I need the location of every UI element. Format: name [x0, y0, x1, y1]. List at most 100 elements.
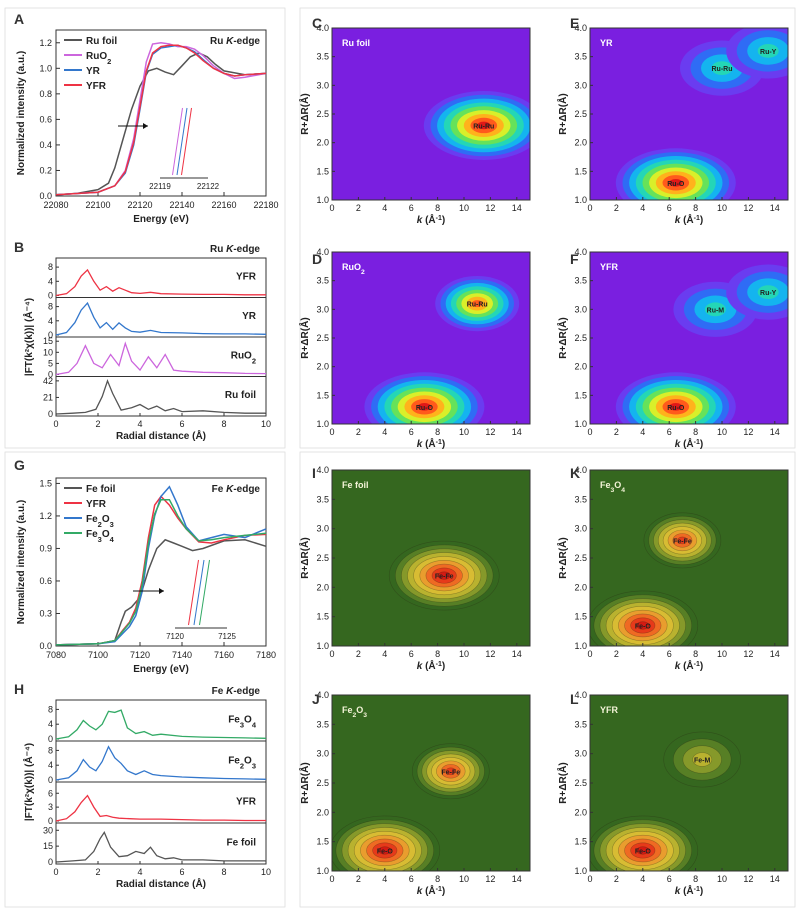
- x-tick-label: 10: [459, 649, 469, 659]
- x-tick-label: 2: [95, 419, 100, 429]
- heatmap-body: Ru-Ru: [332, 28, 530, 200]
- peak-label: Ru-M: [707, 307, 725, 314]
- x-tick-label: 8: [221, 867, 226, 877]
- y-tick-label: 2.0: [574, 138, 587, 148]
- y-tick-label: 0: [48, 370, 53, 380]
- x-tick-label: 10: [717, 203, 727, 213]
- x-tick-label: 12: [743, 427, 753, 437]
- x-tick-label: 2: [614, 427, 619, 437]
- heatmap-K: Fe-O Fe-Fe 0 2 4 6 8 10 12 14 1.0 1.5 2.0 2.5 3.0 3.5 4.…: [556, 465, 789, 672]
- stack-label: RuO2: [231, 351, 256, 366]
- x-tick-label: 10: [717, 649, 727, 659]
- panel-border: [4, 7, 286, 449]
- inset-label: 7125: [218, 632, 236, 641]
- x-tick-label: 4: [137, 419, 142, 429]
- y-tick-label: 2.5: [574, 333, 587, 343]
- x-tick-label: 14: [512, 427, 522, 437]
- y-axis-label-L: R+ΔR(Å): [556, 762, 569, 803]
- x-tick-label-G: 7180: [256, 650, 276, 660]
- peak-label: Fe-O: [377, 848, 394, 855]
- y-tick-label: 2.5: [316, 109, 329, 119]
- x-tick-label-G: 7140: [172, 650, 192, 660]
- heatmap-body: Fe-Fe: [332, 470, 530, 646]
- y-tick-label: 4.0: [316, 23, 329, 33]
- y-tick-label: 0: [48, 409, 53, 419]
- panel-letter-D: D: [312, 251, 322, 267]
- peak-label: Fe-Fe: [441, 769, 460, 776]
- panel-letter-C: C: [312, 15, 322, 31]
- x-tick-label: 4: [640, 427, 645, 437]
- x-tick-label: 10: [261, 867, 271, 877]
- x-tick-label-A: 22180: [253, 200, 278, 210]
- plot-frame-G: [55, 477, 267, 647]
- x-tick-label: 8: [693, 427, 698, 437]
- x-tick-label: 4: [640, 874, 645, 884]
- series-line-fe3o4: [55, 498, 267, 646]
- x-tick-label: 4: [640, 649, 645, 659]
- contour-level: [669, 403, 683, 411]
- heatmap-sample-label: RuO2: [342, 262, 365, 276]
- panel-letter-F: F: [570, 251, 579, 267]
- y-axis-label-C: R+ΔR(Å): [298, 93, 311, 134]
- y-tick-label: 3.0: [574, 524, 587, 534]
- x-tick-label: 6: [667, 874, 672, 884]
- x-axis-label-B: Radial distance (Å): [116, 429, 206, 442]
- edge-title-A: Ru K-edge: [210, 36, 260, 47]
- ft-curve-fe2o3: [55, 745, 267, 781]
- x-tick-label: 6: [179, 419, 184, 429]
- x-tick-label: 2: [356, 874, 361, 884]
- x-tick-label: 8: [693, 203, 698, 213]
- y-tick-label: 1.5: [574, 390, 587, 400]
- x-tick-label: 6: [667, 427, 672, 437]
- peak-label: Ru-Ru: [473, 123, 494, 130]
- heatmap-body: Fe-O Fe-Fe: [590, 470, 788, 646]
- legend-label: RuO2: [86, 51, 111, 66]
- y-tick-label: 2.5: [574, 553, 587, 563]
- series-line-ru-foil: [55, 52, 267, 196]
- peak-label: Fe-O: [635, 623, 652, 630]
- y-axis-label-E: R+ΔR(Å): [556, 93, 569, 134]
- peak-label: Ru-O: [667, 405, 685, 412]
- peak-label: Ru-Y: [760, 49, 777, 56]
- y-tick-label-A: 1.2: [39, 38, 52, 48]
- y-tick-label: 2.0: [316, 362, 329, 372]
- inset-edge-line: [181, 107, 192, 176]
- contour-level: [471, 300, 483, 308]
- x-axis-label-J: k (Å-1): [417, 884, 445, 897]
- x-tick-label: 10: [459, 874, 469, 884]
- y-tick-label: 10: [43, 347, 53, 357]
- x-axis-label-L: k (Å-1): [675, 884, 703, 897]
- x-tick-label-A: 22160: [211, 200, 236, 210]
- series-line-fe-foil: [55, 538, 267, 646]
- y-axis-label-A: Normalized intensity (a.u.): [16, 51, 27, 175]
- inset-edge-line: [176, 107, 188, 176]
- y-tick-label: 1.0: [574, 419, 587, 429]
- legend-label: Ru foil: [86, 36, 117, 47]
- y-tick-label: 8: [48, 302, 53, 312]
- x-tick-label: 10: [459, 203, 469, 213]
- ft-curve-yfr: [55, 794, 266, 822]
- panel-letter-K: K: [570, 465, 580, 481]
- contour-level: [704, 302, 726, 317]
- panel-letter-E: E: [570, 15, 579, 31]
- y-axis-label-J: R+ΔR(Å): [298, 762, 311, 803]
- inset-label: 7120: [166, 632, 184, 641]
- y-tick-label: 8: [48, 704, 53, 714]
- y-tick-label: 0: [48, 857, 53, 867]
- plot-frame-A: [55, 29, 267, 197]
- peak-label: Fe-M: [694, 758, 711, 765]
- y-tick-label-A: 0.2: [39, 165, 52, 175]
- panel-letter-H: H: [14, 681, 24, 697]
- y-tick-label: 3.5: [574, 494, 587, 504]
- legend-label: YFR: [86, 81, 107, 92]
- peak-label: Ru-Ru: [467, 302, 488, 309]
- heatmap-body: Fe-O Fe-Fe: [332, 695, 530, 871]
- edge-arrowhead: [159, 588, 164, 594]
- y-tick-label: 15: [43, 336, 53, 346]
- contour-level: [378, 846, 392, 855]
- y-tick-label-G: 0.3: [39, 608, 52, 618]
- x-axis-label-F: k (Å-1): [675, 437, 703, 450]
- x-tick-label: 2: [614, 649, 619, 659]
- stack-frame: [55, 376, 267, 417]
